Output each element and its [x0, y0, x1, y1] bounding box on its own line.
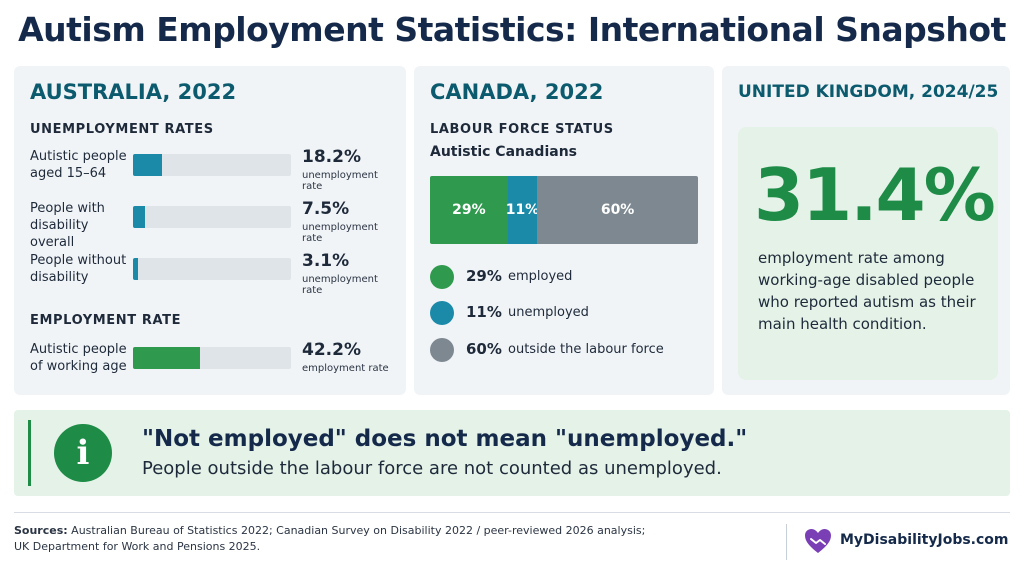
- uk-big-value: 31.4%: [754, 153, 996, 237]
- legend-dot: [430, 301, 454, 325]
- bar-track: [133, 206, 291, 228]
- segment-outside-labour-force: 60%: [537, 176, 698, 244]
- canada-title: CANADA, 2022: [430, 80, 604, 104]
- au-row-disability: People with disability overall 7.5% unem…: [30, 199, 400, 250]
- uk-description: employment rate among working-age disabl…: [758, 249, 976, 333]
- australia-title: AUSTRALIA, 2022: [30, 80, 237, 104]
- canada-panel: CANADA, 2022 LABOUR FORCE STATUS Autisti…: [414, 66, 714, 395]
- au-row-autistic: Autistic people aged 15–64 18.2% unemplo…: [30, 147, 400, 192]
- row-label: People with disability overall: [30, 201, 105, 250]
- row-label: Autistic people of working age: [30, 342, 127, 374]
- bar: [133, 258, 138, 280]
- data-sublabel: unemployment rate: [302, 170, 378, 192]
- brand-name: MyDisabilityJobs.com: [840, 532, 1009, 548]
- heart-hands-icon: [805, 529, 831, 553]
- legend-value: 60%: [466, 340, 502, 358]
- row-label: Autistic people aged 15–64: [30, 149, 127, 181]
- legend-text: employed: [508, 269, 573, 284]
- employment-rate-label: EMPLOYMENT RATE: [30, 313, 182, 328]
- legend-value: 29%: [466, 267, 502, 285]
- note-body: People outside the labour force are not …: [142, 458, 722, 479]
- data-label: 3.1%: [302, 251, 350, 271]
- au-row-no-disability: People without disability 3.1% unemploym…: [30, 251, 400, 296]
- segment-employed: 29%: [430, 176, 508, 244]
- uk-title: UNITED KINGDOM, 2024/25: [738, 82, 999, 102]
- sources-label: Sources:: [14, 524, 68, 537]
- stacked-bar: 29% 11% 60%: [430, 176, 698, 244]
- uk-panel: UNITED KINGDOM, 2024/25 31.4% employment…: [722, 66, 1010, 395]
- labour-force-status-label: LABOUR FORCE STATUS: [430, 122, 614, 137]
- data-sublabel: unemployment rate: [302, 274, 378, 296]
- note-callout: i "Not employed" does not mean "unemploy…: [14, 410, 1010, 496]
- segment-unemployed: 11%: [506, 176, 539, 244]
- footer-divider: [14, 512, 1010, 513]
- bar: [133, 206, 145, 228]
- bar: [133, 154, 162, 176]
- sources-text: Australian Bureau of Statistics 2022; Ca…: [14, 524, 646, 553]
- page-title: Autism Employment Statistics: Internatio…: [18, 10, 1006, 49]
- au-row-employment: Autistic people of working age 42.2% emp…: [30, 340, 400, 381]
- info-icon: i: [54, 424, 112, 482]
- data-sublabel: employment rate: [302, 363, 389, 374]
- legend-text: outside the labour force: [508, 342, 664, 357]
- row-label: People without disability: [30, 253, 127, 285]
- footer-separator: [786, 524, 787, 560]
- data-label: 18.2%: [302, 147, 361, 167]
- legend-dot: [430, 338, 454, 362]
- bar-track: [133, 154, 291, 176]
- sources: Sources: Australian Bureau of Statistics…: [14, 523, 654, 555]
- bar-track: [133, 347, 291, 369]
- unemployment-rates-label: UNEMPLOYMENT RATES: [30, 122, 214, 137]
- legend-dot: [430, 265, 454, 289]
- data-sublabel: unemployment rate: [302, 222, 378, 244]
- data-label: 42.2%: [302, 340, 361, 360]
- bar-track: [133, 258, 291, 280]
- data-label: 7.5%: [302, 199, 350, 219]
- bar: [133, 347, 200, 369]
- legend-text: unemployed: [508, 305, 589, 320]
- note-accent-bar: [28, 420, 31, 486]
- legend-item-unemployed: 11% unemployed: [430, 301, 700, 327]
- uk-highlight-box: 31.4% employment rate among working-age …: [738, 127, 998, 380]
- legend-value: 11%: [466, 303, 502, 321]
- australia-panel: AUSTRALIA, 2022 UNEMPLOYMENT RATES Autis…: [14, 66, 406, 395]
- legend-item-employed: 29% employed: [430, 265, 700, 291]
- canada-subtitle: Autistic Canadians: [430, 144, 577, 160]
- note-heading: "Not employed" does not mean "unemployed…: [142, 426, 748, 452]
- legend-item-outside: 60% outside the labour force: [430, 338, 700, 364]
